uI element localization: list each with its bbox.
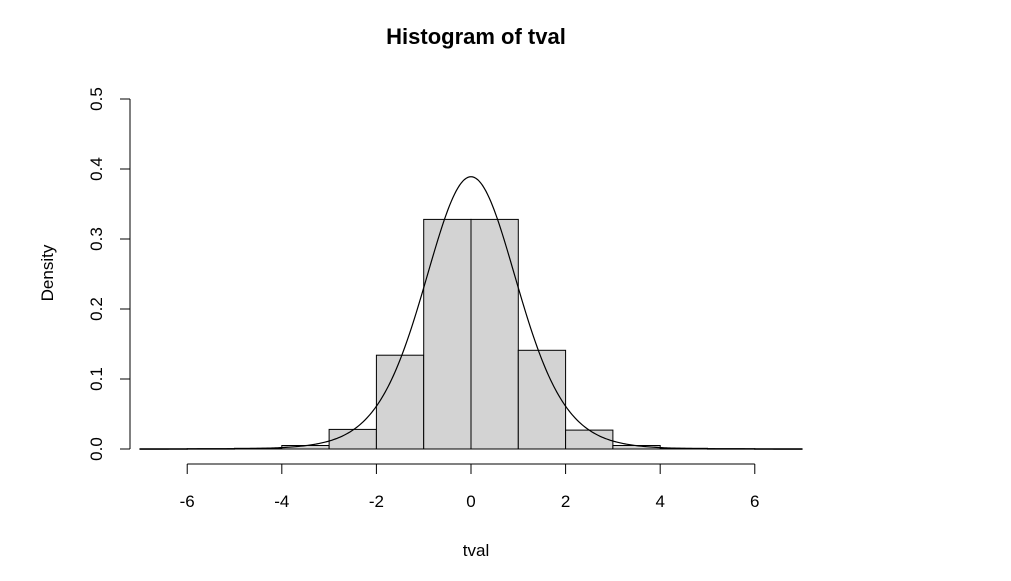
x-axis: -6 -4 -2 0 2 4 6 — [180, 463, 760, 511]
y-tick-label: 0.3 — [87, 227, 106, 251]
histogram-bar — [375, 354, 425, 450]
y-axis-label: Density — [38, 244, 57, 301]
y-tick-label: 0.4 — [87, 157, 106, 181]
x-tick-label: 4 — [655, 492, 664, 511]
x-axis-label: tval — [463, 541, 489, 560]
histogram-bars — [139, 218, 803, 450]
x-tick-label: -4 — [274, 492, 289, 511]
histogram-bar — [470, 218, 519, 450]
histogram-bar — [423, 218, 472, 450]
histogram-bar — [565, 429, 614, 450]
histogram-bar — [517, 349, 567, 450]
y-tick-label: 0.0 — [87, 437, 106, 461]
x-tick-label: 0 — [466, 492, 475, 511]
chart-title: Histogram of tval — [386, 24, 566, 49]
y-axis: 0.0 0.1 0.2 0.3 0.4 0.5 — [87, 87, 131, 461]
y-tick-label: 0.2 — [87, 297, 106, 321]
x-tick-label: -6 — [180, 492, 195, 511]
x-tick-label: 6 — [750, 492, 759, 511]
x-tick-label: 2 — [561, 492, 570, 511]
density-curve — [139, 176, 803, 450]
y-tick-label: 0.5 — [87, 87, 106, 111]
x-tick-label: -2 — [369, 492, 384, 511]
y-tick-label: 0.1 — [87, 367, 106, 391]
